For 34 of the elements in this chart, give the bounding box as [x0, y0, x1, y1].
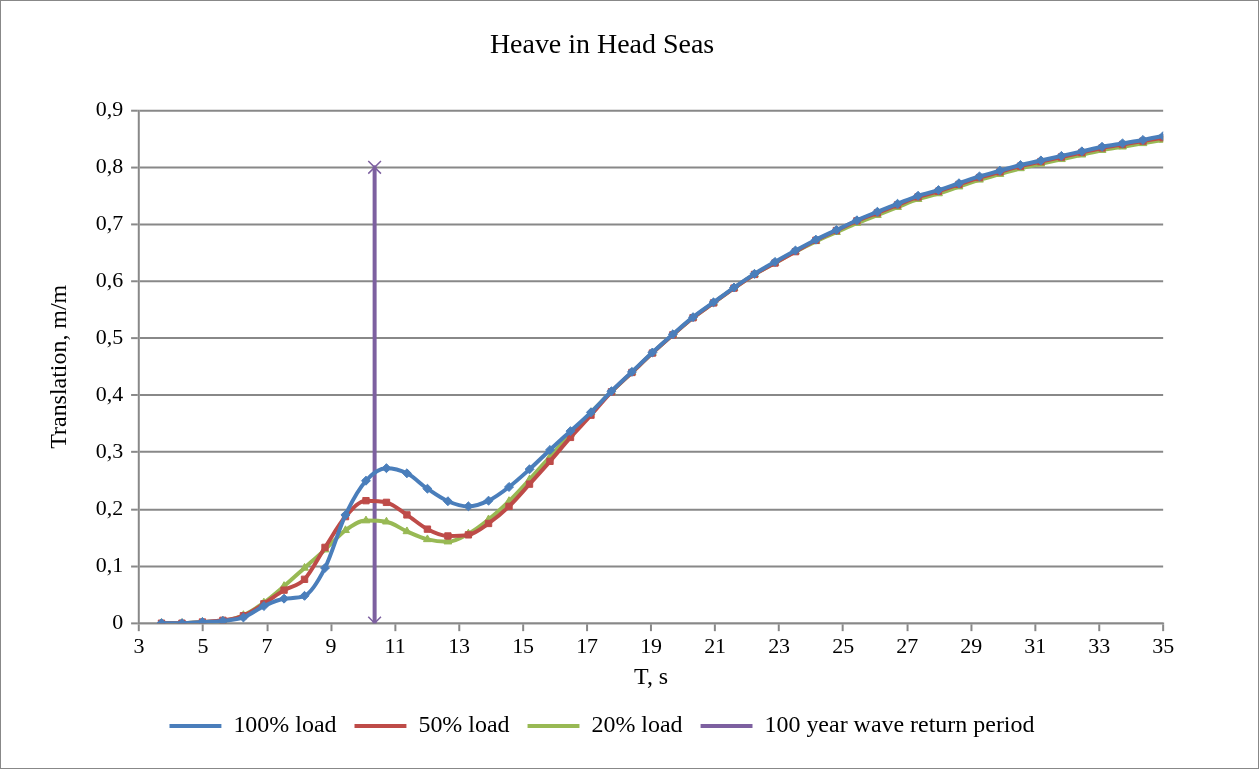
y-tick-label: 0	[112, 608, 124, 634]
x-tick-label: 31	[1024, 633, 1047, 659]
x-axis-title: T, s	[634, 663, 669, 690]
x-tick-label: 29	[960, 633, 983, 659]
y-tick-label: 0,1	[95, 551, 124, 577]
x-tick-label: 35	[1152, 633, 1175, 659]
y-tick-label: 0,3	[95, 438, 124, 463]
x-tick-label: 25	[832, 633, 855, 659]
y-tick-label: 0,5	[95, 324, 124, 350]
x-tick-label: 13	[448, 633, 471, 659]
x-tick-label: 19	[640, 633, 663, 659]
x-tick-label: 23	[768, 633, 791, 659]
x-tick-label: 21	[704, 633, 727, 659]
x-tick-label: 9	[325, 633, 337, 659]
chart-title: Heave in Head Seas	[489, 28, 715, 60]
legend-label: 100 year wave return period	[764, 711, 1035, 738]
legend-label: 100% load	[233, 711, 337, 738]
y-tick-label: 0,2	[95, 494, 124, 520]
x-tick-label: 33	[1088, 633, 1111, 659]
x-tick-label: 11	[384, 633, 406, 659]
x-tick-label: 15	[512, 633, 535, 659]
y-tick-label: 0,8	[95, 153, 124, 179]
y-tick-label: 0,4	[95, 381, 124, 406]
x-tick-label: 3	[133, 633, 145, 659]
legend-label: 20% load	[591, 711, 683, 738]
y-tick-label: 0,6	[95, 267, 124, 293]
x-tick-label: 27	[896, 633, 919, 659]
y-tick-label: 0,9	[95, 96, 124, 122]
y-tick-label: 0,7	[95, 210, 124, 236]
x-tick-label: 17	[576, 633, 599, 659]
x-tick-label: 7	[261, 633, 273, 659]
x-tick-label: 5	[197, 633, 209, 659]
legend-label: 50% load	[418, 711, 510, 738]
y-axis-title: Translation, m/m	[44, 284, 71, 449]
